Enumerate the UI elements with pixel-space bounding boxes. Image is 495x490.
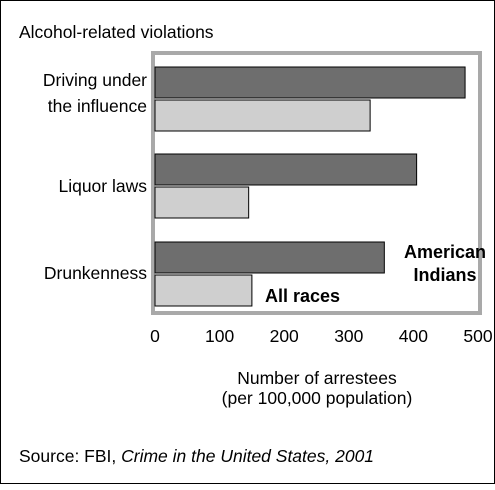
bar-american-indians-0 xyxy=(154,66,466,99)
bar-group xyxy=(154,66,466,307)
bar-american-indians-2 xyxy=(154,241,385,274)
source-title: Crime in the United States, 2001 xyxy=(121,446,374,466)
category-label: Drunkenness xyxy=(44,263,147,283)
source-prefix: Source: FBI, xyxy=(19,446,121,466)
x-tick-label: 500 xyxy=(463,326,492,346)
plot-frame xyxy=(151,51,482,315)
category-label: Liquor laws xyxy=(58,176,147,196)
bar-all-races-0 xyxy=(154,99,371,132)
category-labels: Driving under the influence Liquor laws Dru… xyxy=(43,70,147,283)
x-tick-label: 0 xyxy=(150,326,160,346)
source-note: Source: FBI, Crime in the United States,… xyxy=(19,446,374,466)
series-label-american-indians: American xyxy=(404,242,486,262)
category-label: the influence xyxy=(48,96,147,116)
x-tick-label: 400 xyxy=(399,326,428,346)
chart-title: Alcohol-related violations xyxy=(19,22,214,42)
x-tick-label: 100 xyxy=(205,326,234,346)
x-tick-labels: 0 100 200 300 400 500 xyxy=(150,326,493,346)
bar-american-indians-1 xyxy=(154,153,418,186)
x-axis-label-line: Number of arrestees xyxy=(237,368,397,388)
series-label-american-indians: Indians xyxy=(413,265,476,285)
bar-all-races-2 xyxy=(154,274,253,307)
series-labels: American Indians All races xyxy=(265,242,486,306)
series-label-all-races: All races xyxy=(265,286,340,306)
bar-all-races-1 xyxy=(154,186,250,219)
x-axis-label-line: (per 100,000 population) xyxy=(222,388,413,408)
x-axis-label: Number of arrestees(per 100,000 populati… xyxy=(222,368,413,408)
x-tick-label: 200 xyxy=(270,326,299,346)
category-label: Driving under xyxy=(43,70,147,90)
x-tick-label: 300 xyxy=(334,326,363,346)
